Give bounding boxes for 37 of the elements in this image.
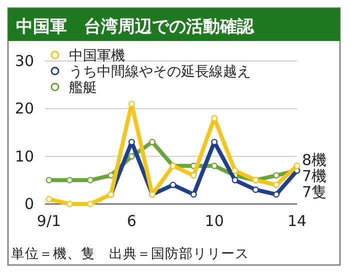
point <box>273 172 280 179</box>
y-tick-label: 20 <box>14 100 34 118</box>
y-tick-label: 10 <box>14 147 34 166</box>
point <box>273 182 280 188</box>
point <box>232 167 238 174</box>
y-tick-label: 30 <box>14 52 34 70</box>
point <box>190 191 197 198</box>
text: 単位＝機、隻 出典＝国防部リリース <box>11 246 249 262</box>
point <box>294 162 300 170</box>
x-tick-label: 10 <box>204 212 224 230</box>
point <box>211 162 218 170</box>
point <box>273 191 280 198</box>
legend-label: 艦艇 <box>69 80 97 96</box>
point <box>46 176 52 184</box>
x-tick-label: 9/1 <box>36 212 62 230</box>
legend-label: うち中間線やその延長線越え <box>69 64 251 80</box>
point <box>46 196 52 202</box>
text: 8機 <box>302 151 327 169</box>
point <box>190 172 197 179</box>
point <box>232 176 238 184</box>
legend-label: 中国軍機 <box>69 48 125 64</box>
point <box>108 172 114 179</box>
chart-title: 中国軍 台湾周辺での活動確認 <box>16 17 255 37</box>
point <box>211 115 218 122</box>
text: 7機 <box>302 167 327 185</box>
point <box>66 176 73 184</box>
x-tick-label: 14 <box>287 212 307 230</box>
y-tick-label: 0 <box>24 195 34 213</box>
point <box>252 186 259 193</box>
point <box>87 200 94 208</box>
point <box>170 182 176 188</box>
point <box>66 200 73 208</box>
point <box>149 138 156 146</box>
x-tick-label: 6 <box>126 212 136 230</box>
point <box>128 153 135 160</box>
point <box>87 176 94 184</box>
text: 7隻 <box>302 183 327 201</box>
